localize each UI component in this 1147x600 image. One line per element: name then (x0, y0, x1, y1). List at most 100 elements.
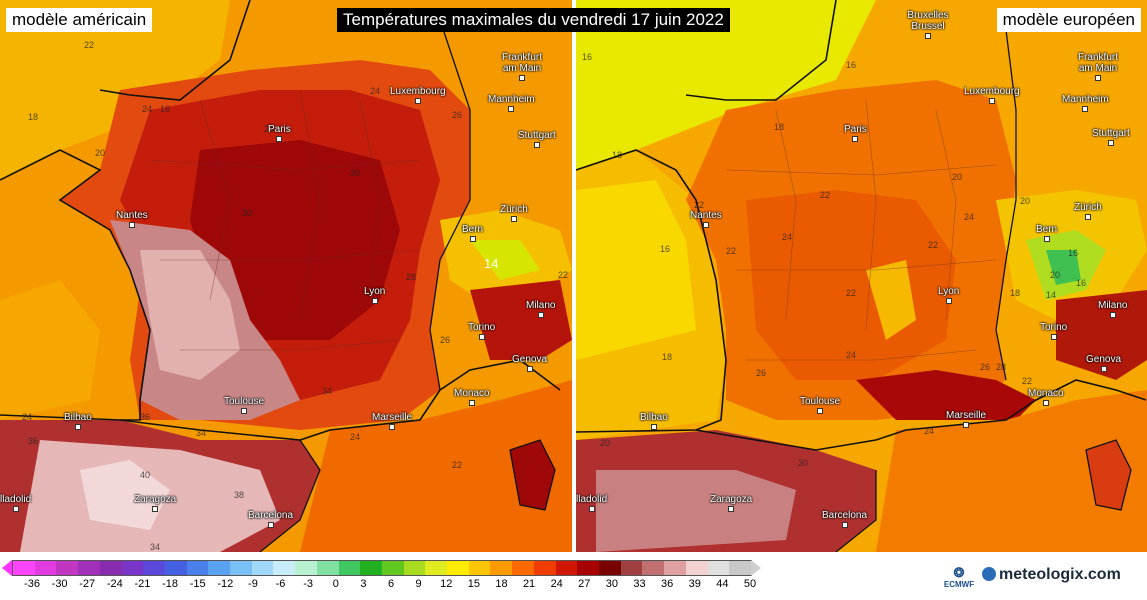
isotherm-label: 22 (84, 40, 95, 50)
city-label: Torino (1040, 322, 1067, 340)
isotherm-label: 26 (440, 335, 451, 345)
isotherm-label: 36 (140, 412, 151, 422)
city-label: Toulouse (224, 396, 264, 414)
city-label: Paris (268, 124, 291, 142)
legend-swatch (425, 561, 448, 575)
brand-text: meteologix.com (999, 566, 1121, 583)
city-label: Milano (526, 300, 555, 318)
legend-swatch (685, 561, 708, 575)
city-label: Barcelona (822, 510, 867, 528)
legend-tick-label: 18 (495, 578, 508, 590)
legend-tick-label: -12 (217, 578, 234, 590)
legend-tick-label: 6 (387, 578, 395, 590)
city-label: Bruxelles Brussel (902, 10, 954, 39)
legend-tick-label: -15 (189, 578, 206, 590)
legend-swatch (164, 561, 187, 575)
color-legend: -36 -30 -27 -24 -21 -18 -15 -12 -9 -6 -3 0 3 6 9 12 15 18… (0, 556, 800, 600)
isotherm-label: 24 (370, 86, 381, 96)
legend-arrow-min-icon (2, 560, 12, 576)
isotherm-label: 28 (996, 362, 1007, 372)
city-label: Marseille (372, 412, 412, 430)
legend-tick-label: 15 (467, 578, 480, 590)
legend-swatch (403, 561, 426, 575)
legend-tick-label: 24 (550, 578, 563, 590)
map-panel-european: 16 18 16 18 20 22 22 16 20 22 24 22 22 2… (576, 0, 1147, 552)
isotherm-label: 20 (95, 148, 106, 158)
legend-tick-label: -24 (106, 578, 123, 590)
isotherm-label: 14 (1046, 290, 1057, 300)
legend-swatch (13, 561, 35, 575)
city-label: Zürich (1074, 202, 1102, 220)
legend-swatch (664, 561, 686, 575)
legend-tick-label: 36 (661, 578, 674, 590)
isotherm-label: 26 (980, 362, 991, 372)
city-label: Monaco (1028, 388, 1064, 406)
city-label: Frankfurt am Main (496, 52, 548, 81)
legend-tick-label: 39 (688, 578, 701, 590)
heat-map-american (0, 0, 572, 552)
isotherm-label: 24 (846, 350, 857, 360)
ecmwf-logo: ❂ ECMWF (942, 566, 976, 594)
city-label: Lyon (364, 286, 385, 304)
legend-swatch (468, 561, 491, 575)
isotherm-label: 36 (28, 436, 39, 446)
city-label: Stuttgart (518, 130, 556, 148)
isotherm-label: 24 (142, 104, 153, 114)
map-title: Températures maximales du vendredi 17 ju… (337, 8, 730, 32)
isotherm-label: 34 (150, 542, 161, 552)
legend-color-bar (12, 560, 752, 576)
city-label: Luxembourg (964, 86, 1020, 104)
isotherm-label: 26 (756, 368, 767, 378)
legend-swatch (707, 561, 730, 575)
legend-swatch (381, 561, 404, 575)
isotherm-label: 30 (242, 208, 253, 218)
city-label: Luxembourg (390, 86, 446, 104)
city-label: Genova (512, 354, 547, 372)
city-label: Milano (1098, 300, 1127, 318)
legend-swatch (230, 561, 252, 575)
legend-swatch (642, 561, 665, 575)
legend-tick-label: -3 (303, 578, 314, 590)
legend-swatch (620, 561, 643, 575)
legend-swatch (555, 561, 578, 575)
ecmwf-logo-text: ECMWF (943, 580, 975, 589)
legend-tick-label: 30 (605, 578, 619, 590)
city-label: Stuttgart (1092, 128, 1130, 146)
panel-divider (572, 0, 576, 552)
isotherm-label: 20 (600, 438, 611, 448)
legend-swatch (490, 561, 513, 575)
legend-swatch (56, 561, 79, 575)
isotherm-label: 22 (558, 270, 569, 280)
legend-tick-label: -36 (24, 578, 40, 590)
isotherm-label: 38 (234, 490, 245, 500)
legend-swatch (316, 561, 339, 575)
isotherm-label: 16 (160, 104, 171, 114)
legend-swatch (447, 561, 469, 575)
city-label: lladolid (0, 494, 31, 512)
city-label: Frankfurt am Main (1072, 52, 1124, 81)
legend-tick-label: -27 (79, 578, 96, 590)
legend-swatch (338, 561, 361, 575)
isotherm-label: 18 (774, 122, 785, 132)
city-label: Barcelona (248, 510, 293, 528)
heat-map-european (576, 0, 1147, 552)
isotherm-label: 22 (820, 190, 831, 200)
isotherm-label: 24 (22, 412, 33, 422)
city-label: Nantes (690, 210, 722, 228)
city-label: Mannheim (488, 94, 535, 112)
legend-tick-label: 9 (415, 578, 422, 590)
isotherm-label: 14 (484, 256, 499, 271)
map-panel-american: 22 24 16 18 20 28 24 26 30 30 34 36 14 2… (0, 0, 572, 552)
legend-tick-label: 12 (440, 578, 453, 590)
city-label: Bilbao (64, 412, 92, 430)
legend-tick-label: -30 (51, 578, 68, 590)
legend-tick-label: -9 (248, 578, 258, 590)
legend-tick-label: 0 (332, 578, 339, 590)
legend-swatch (295, 561, 317, 575)
isotherm-label: 40 (140, 470, 151, 480)
isotherm-label: 16 (1076, 278, 1087, 288)
legend-tick-label: 27 (578, 578, 591, 590)
legend-swatch (34, 561, 57, 575)
isotherm-label: 22 (726, 246, 737, 256)
isotherm-label: 24 (782, 232, 793, 242)
